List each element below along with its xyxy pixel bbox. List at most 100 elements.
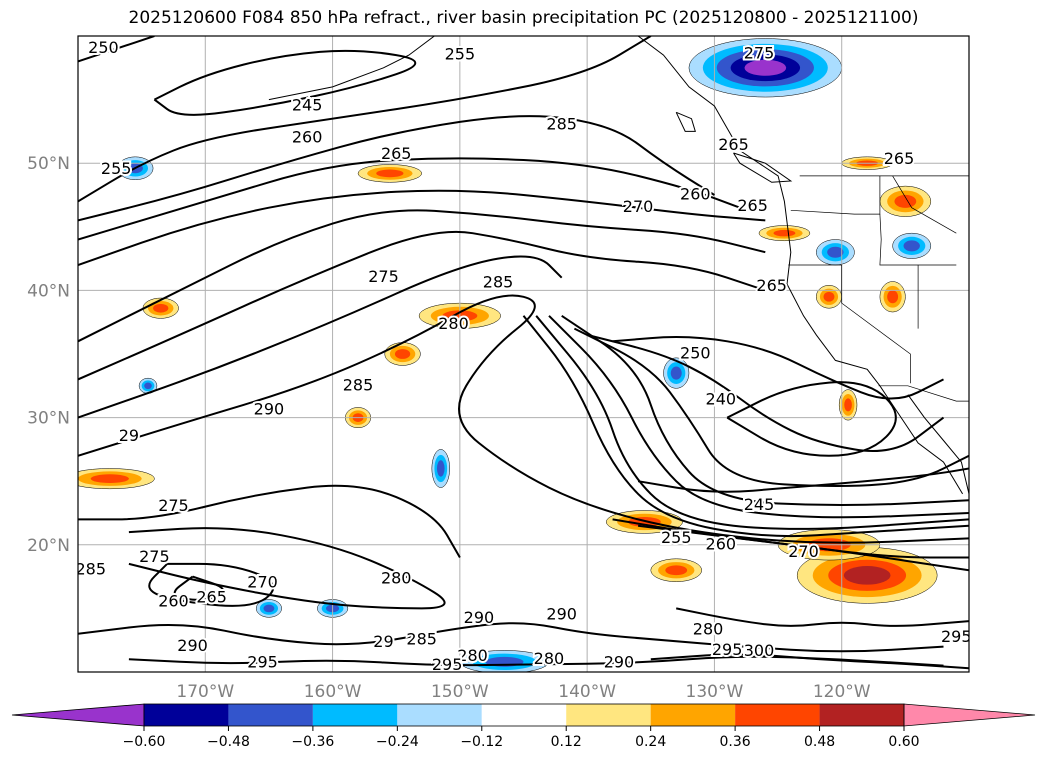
contour-label: 265 — [381, 144, 412, 163]
contour-label: 255 — [661, 528, 692, 547]
border-line — [788, 264, 911, 384]
contour-line-280 — [78, 230, 766, 381]
contour-label: 285 — [546, 115, 577, 134]
precip-shade-positive-20-ring-2 — [773, 229, 796, 237]
contour-label: 265 — [718, 135, 749, 154]
border-line — [892, 175, 957, 234]
longitude-label: 140°W — [558, 682, 616, 702]
precip-shade-positive-16-ring-2 — [823, 291, 835, 302]
contour-label: 275 — [139, 547, 170, 566]
precip-shade-positive-8-ring-3 — [843, 566, 891, 585]
contour-line-240 — [726, 381, 897, 457]
contour-label: 265 — [756, 276, 787, 295]
contour-label: 280 — [693, 620, 724, 639]
contour-line-295 — [128, 655, 944, 667]
contour-line-275 — [78, 209, 766, 343]
latitude-label: 50°N — [27, 154, 70, 174]
colorbar-segment — [481, 704, 567, 726]
contour-label: 260 — [158, 592, 189, 611]
contour-line-255 — [78, 36, 652, 203]
contour-label: 295 — [941, 627, 972, 646]
longitude-label: 130°W — [686, 682, 744, 702]
colorbar-tick-label: 0.60 — [888, 734, 919, 750]
latitude-label: 40°N — [27, 281, 70, 301]
colorbar-tick-label: −0.24 — [376, 734, 419, 750]
contour-line-265 — [173, 575, 225, 601]
colorbar-segment — [228, 704, 313, 726]
contour-label: 29 — [119, 426, 139, 445]
contour-label: 270 — [247, 572, 278, 591]
contour-line-270 — [148, 562, 275, 607]
contour-label: 295 — [432, 655, 463, 674]
border-line — [878, 385, 969, 402]
contour-label: 295 — [712, 640, 743, 659]
contour-line-260 — [637, 524, 969, 572]
contour-label: 300 — [744, 641, 775, 660]
precip-shade-negative-14-ring-2 — [827, 246, 844, 258]
longitude-label: 170°W — [176, 682, 234, 702]
longitude-label: 160°W — [304, 682, 362, 702]
precip-shade-positive-21-ring-2 — [844, 398, 852, 412]
contour-label: 265 — [884, 149, 915, 168]
colorbar-tick-label: 0.12 — [551, 734, 582, 750]
longitude-label: 150°W — [431, 682, 489, 702]
contour-label: 280 — [381, 569, 412, 588]
contour-line-245 — [153, 49, 417, 116]
contour-label: 265 — [196, 588, 227, 607]
contour-label: 265 — [737, 196, 768, 215]
precip-shade-positive-18-ring-2 — [894, 194, 917, 208]
contour-label: 285 — [406, 630, 437, 649]
contour-label: 275 — [368, 267, 399, 286]
contour-label: 255 — [101, 159, 132, 178]
contour-label: 280 — [534, 649, 565, 668]
contour-label: 29 — [373, 632, 393, 651]
contour-label: 290 — [254, 399, 285, 418]
contour-label: 240 — [706, 389, 737, 408]
colorbar-segment — [397, 704, 482, 726]
contour-label: 290 — [546, 604, 577, 623]
precip-shade-positive-2-ring-2 — [376, 169, 404, 178]
coastline — [733, 152, 793, 183]
precip-shade-positive-10-ring-2 — [665, 565, 688, 576]
precip-shade-positive-5-ring-2 — [394, 349, 411, 359]
chart-title: 2025120600 F084 850 hPa refract., river … — [128, 8, 919, 28]
contour-line-250 — [612, 336, 944, 400]
contour-line-300 — [650, 653, 969, 670]
precip-shade-negative-0-ring-4 — [744, 59, 787, 76]
precip-shade-negative-23-ring-2 — [670, 366, 682, 380]
contour-label: 290 — [604, 653, 635, 672]
colorbar-tick-label: 0.24 — [635, 734, 666, 750]
contour-labels: 250 255 245 260 265 255 270 260 265 265 285 275 265 2… — [78, 36, 972, 674]
contour-label: 275 — [158, 496, 189, 515]
contour-label: 260 — [292, 127, 323, 146]
contour-line-290 — [78, 294, 969, 544]
colorbar-tick-label: −0.60 — [123, 734, 166, 750]
contour-line-260 — [78, 115, 715, 222]
contour-label: 260 — [680, 185, 711, 204]
colorbar-tick-label: −0.12 — [460, 734, 503, 750]
colorbar-extend-min — [11, 703, 145, 727]
latitude-labels: 20°N 30°N 40°N 50°N — [27, 154, 70, 556]
colorbar-segment — [312, 704, 398, 726]
precip-shade-negative-13-ring-2 — [436, 460, 445, 477]
contour-label: 280 — [457, 646, 488, 665]
colorbar-tick-label: 0.36 — [720, 734, 751, 750]
contour-label: 280 — [438, 314, 469, 333]
refractivity-contours — [78, 36, 969, 670]
contour-label: 290 — [177, 636, 208, 655]
coastline — [675, 111, 696, 132]
precip-shade-positive-17-ring-2 — [887, 290, 899, 304]
coastline — [268, 36, 435, 101]
coastline — [637, 36, 964, 495]
contour-line-250 — [78, 36, 155, 63]
precip-shade-negative-15-ring-2 — [903, 240, 920, 252]
coastline — [907, 394, 969, 495]
colorbar-tick-label: −0.36 — [291, 734, 334, 750]
border-layer — [788, 175, 969, 402]
contour-line-285 — [78, 255, 563, 419]
contour-label: 285 — [343, 375, 374, 394]
contour-label: 285 — [483, 272, 514, 291]
latitude-label: 30°N — [27, 409, 70, 429]
contour-line-290 — [78, 622, 944, 653]
